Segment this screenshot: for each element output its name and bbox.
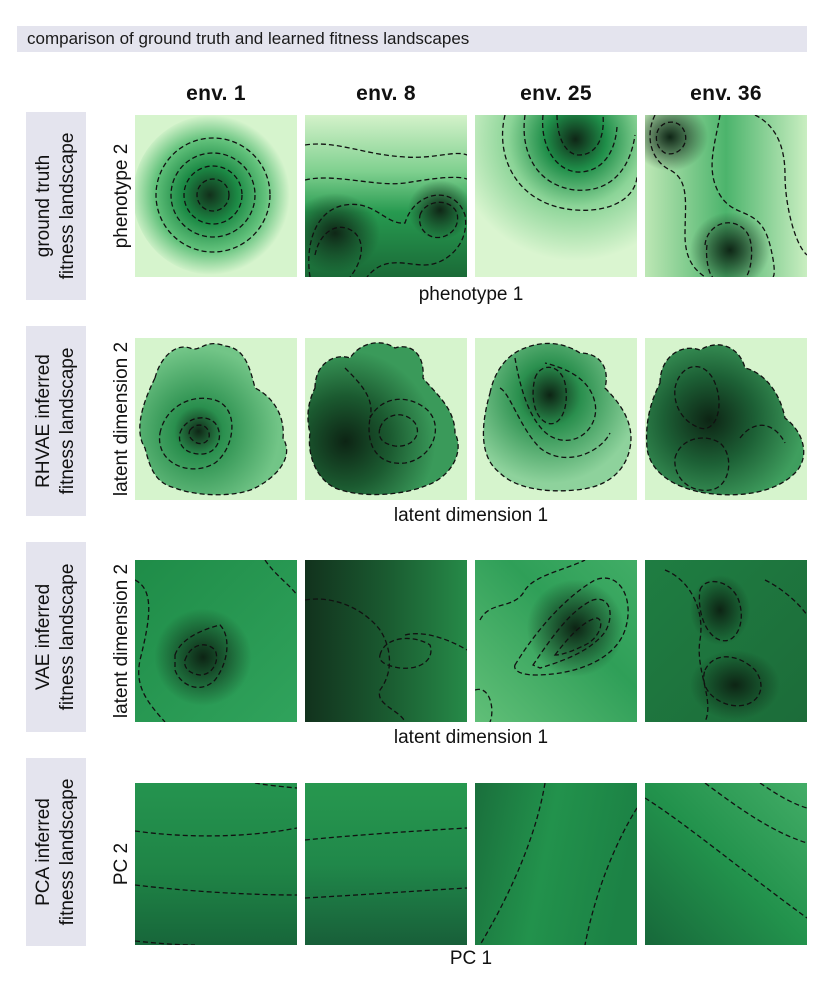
row-label-line: fitness landscape: [57, 563, 78, 711]
panel-vae-env-1: [135, 560, 297, 722]
x-axis-label-row-2: latent dimension 1: [393, 505, 549, 526]
panel-rhvae-env-25: [475, 338, 637, 500]
panel-pca-env-1: [135, 783, 297, 945]
panel-pca-env-25: [475, 783, 637, 945]
y-axis-label-row-3: latent dimension 2: [111, 563, 132, 719]
row-label-rhvae: RHVAE inferred fitness landscape: [26, 326, 86, 516]
panel-rhvae-env-8: [305, 338, 467, 500]
row-label-line: fitness landscape: [57, 132, 78, 280]
y-axis-label-row-2: latent dimension 2: [111, 341, 132, 497]
figure-title: comparison of ground truth and learned f…: [17, 26, 807, 52]
row-label-ground-truth: ground truth fitness landscape: [26, 112, 86, 300]
panel-ground-truth-env-1: [135, 115, 297, 277]
row-label-pca: PCA inferred fitness landscape: [26, 758, 86, 946]
row-label-line: VAE inferred: [33, 583, 54, 691]
panel-rhvae-env-36: [645, 338, 807, 500]
column-header-env-25: env. 25: [520, 82, 592, 105]
y-axis-label-row-4: PC 2: [111, 842, 132, 886]
panel-ground-truth-env-25: [475, 115, 637, 277]
row-label-line: fitness landscape: [57, 778, 78, 926]
row-label-line: fitness landscape: [57, 347, 78, 495]
panel-ground-truth-env-8: [305, 115, 467, 277]
column-header-env-1: env. 1: [186, 82, 246, 105]
x-axis-label-row-4: PC 1: [449, 948, 493, 969]
row-label-vae: VAE inferred fitness landscape: [26, 542, 86, 732]
row-label-line: RHVAE inferred: [33, 354, 54, 488]
panel-ground-truth-env-36: [645, 115, 807, 277]
panel-vae-env-25: [475, 560, 637, 722]
panel-vae-env-8: [305, 560, 467, 722]
row-label-line: ground truth: [33, 154, 54, 258]
x-axis-label-row-1: phenotype 1: [418, 284, 524, 305]
panel-rhvae-env-1: [135, 338, 297, 500]
panel-pca-env-36: [645, 783, 807, 945]
row-label-line: PCA inferred: [33, 798, 54, 906]
column-header-env-8: env. 8: [356, 82, 416, 105]
y-axis-label-row-1: phenotype 2: [111, 143, 132, 249]
x-axis-label-row-3: latent dimension 1: [393, 727, 549, 748]
panel-vae-env-36: [645, 560, 807, 722]
panel-pca-env-8: [305, 783, 467, 945]
column-header-env-36: env. 36: [690, 82, 762, 105]
